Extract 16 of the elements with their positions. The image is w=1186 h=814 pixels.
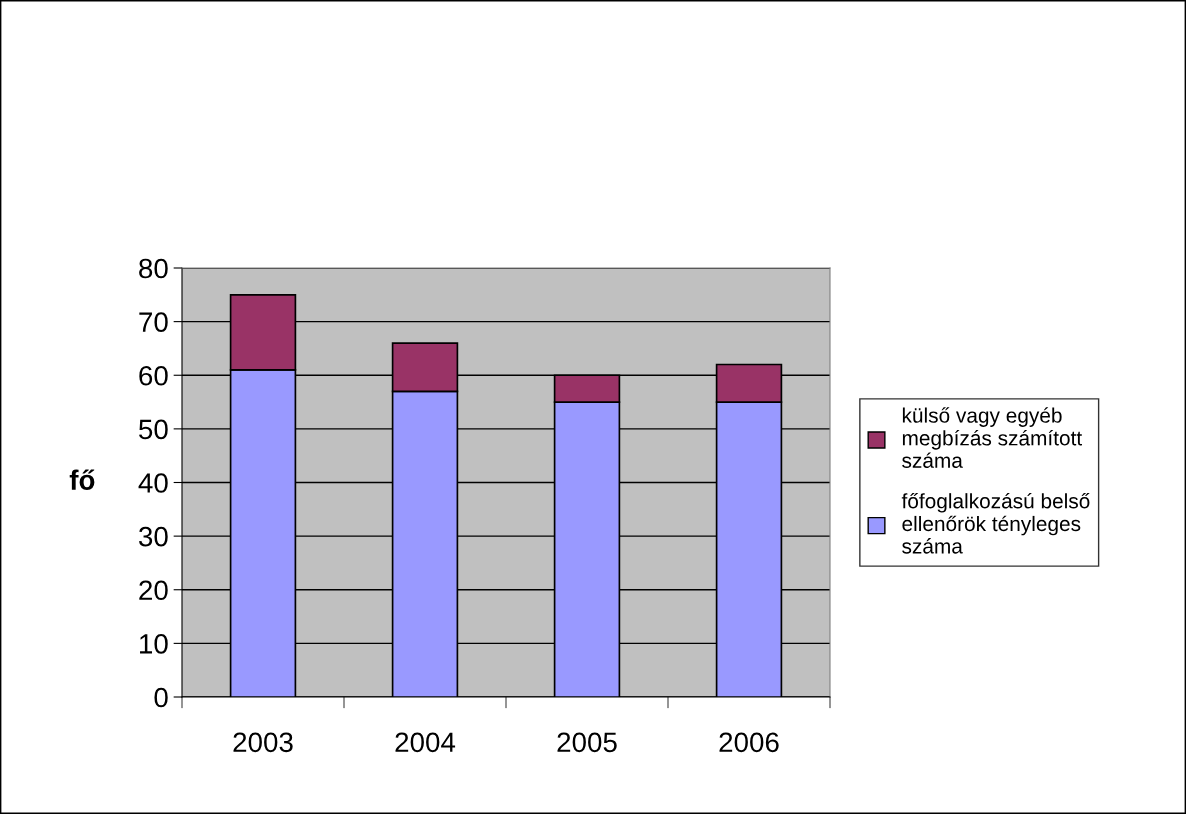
x-tick-label: 2005 bbox=[557, 732, 617, 753]
y-tick-label: 80 bbox=[139, 258, 168, 279]
x-tick-label: 2003 bbox=[233, 732, 293, 753]
y-tick-label: 10 bbox=[140, 634, 168, 654]
y-tick-label: 70 bbox=[139, 312, 168, 332]
legend-label: külső vagy egyéb megbízás számított száma bbox=[902, 407, 1082, 468]
y-tick-label: 0 bbox=[154, 687, 168, 708]
y-tick-label: 40 bbox=[138, 473, 168, 493]
y-axis-title: fő bbox=[69, 469, 95, 490]
y-tick-label: 20 bbox=[139, 580, 168, 601]
x-tick-label: 2004 bbox=[395, 732, 456, 753]
x-tick-label: 2006 bbox=[719, 732, 779, 753]
y-tick-label: 30 bbox=[138, 526, 168, 547]
legend-label: főfoglalkozású belső ellenőrök tényleges száma bbox=[901, 492, 1090, 554]
y-tick-label: 60 bbox=[139, 365, 168, 386]
y-tick-label: 50 bbox=[139, 419, 168, 440]
